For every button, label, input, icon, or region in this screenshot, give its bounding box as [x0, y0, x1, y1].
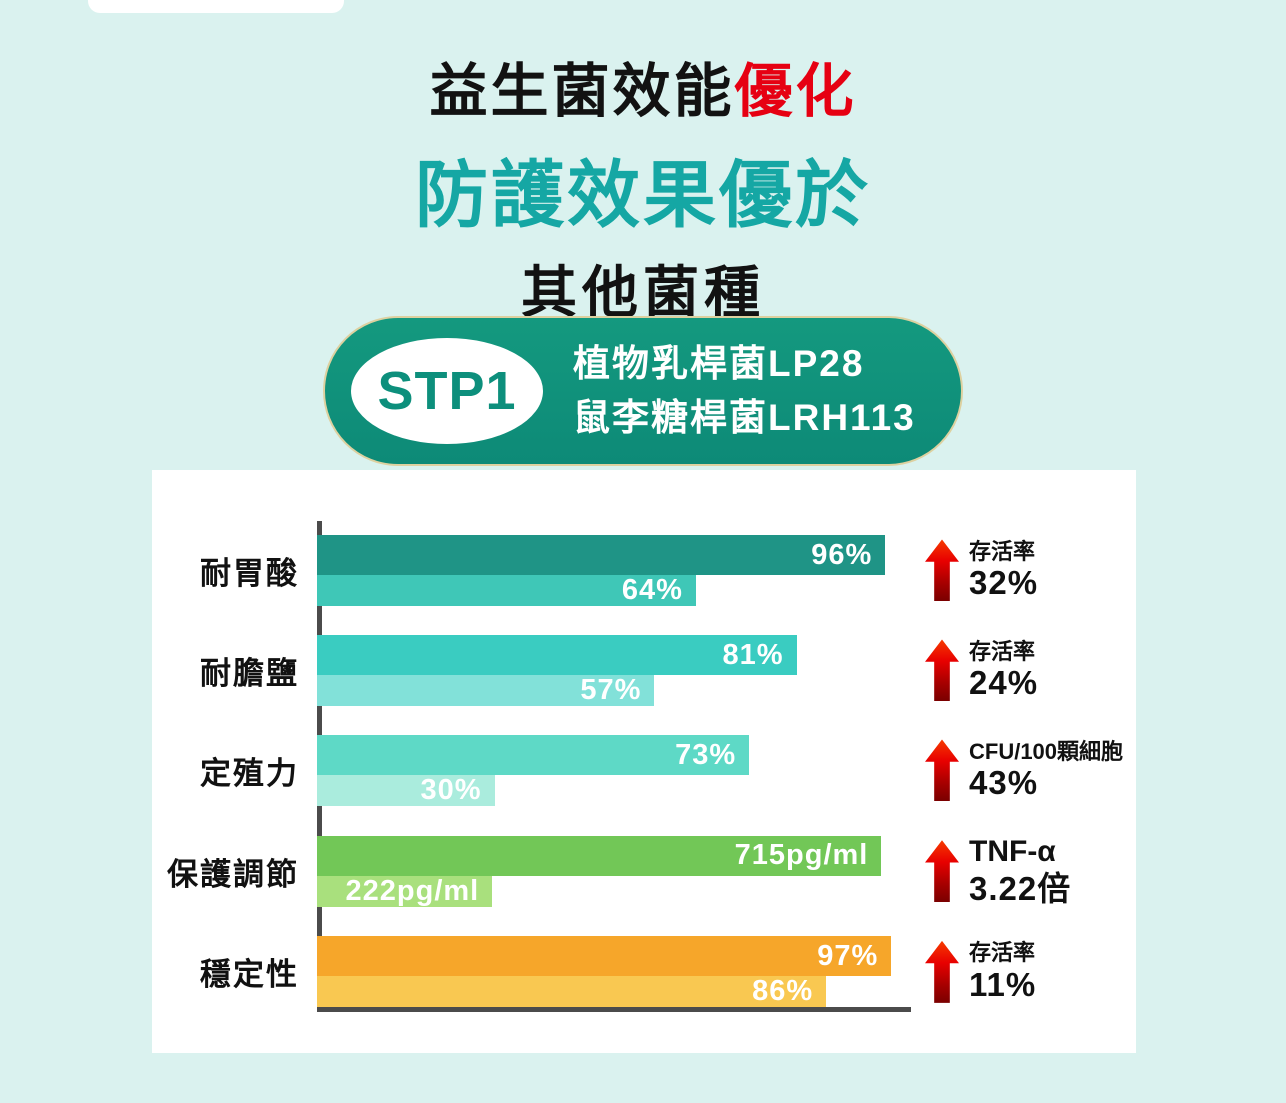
top-card-edge — [88, 0, 344, 13]
annotation-metric: 存活率 — [969, 940, 1036, 966]
chart-rows: 耐胃酸 96% 64% 存活率 32% 耐膽鹽 81% 57% 存活率 24% 定殖力 73% 30% C… — [152, 521, 1136, 1013]
bar-value-label: 64% — [621, 574, 683, 606]
strain-line1: 植物乳桿菌LP28 — [573, 343, 865, 385]
header: 益生菌效能優化 防護效果優於 其他菌種 — [0, 44, 1286, 329]
annotation-metric: CFU/100顆細胞 — [969, 738, 1124, 764]
bar-value-label: 97% — [817, 939, 879, 972]
bar: 97% — [317, 936, 892, 977]
bar-group: 715pg/ml 222pg/ml — [317, 835, 909, 907]
bar: 57% — [317, 674, 655, 706]
bar-value-label: 96% — [811, 538, 873, 571]
chart-row: 穩定性 97% 86% 存活率 11% — [152, 936, 1136, 1008]
bar-value-label: 57% — [580, 674, 642, 706]
annotation-value: 24% — [969, 664, 1039, 702]
title-line3: 其他菌種 — [521, 261, 765, 324]
annotation-metric: 存活率 — [969, 638, 1036, 664]
category-label: 耐膽鹽 — [200, 656, 299, 691]
stp1-code: STP1 — [377, 361, 517, 421]
stp1-badge: STP1 植物乳桿菌LP28 鼠李糖桿菌LRH113 — [323, 316, 963, 466]
title-line1-red: 優化 — [734, 59, 857, 124]
bar-value-label: 715pg/ml — [734, 839, 869, 872]
annotation: 存活率 32% — [909, 539, 1136, 602]
chart-row: 耐胃酸 96% 64% 存活率 32% — [152, 535, 1136, 606]
category-label: 耐胃酸 — [200, 556, 299, 591]
bar: 96% — [317, 535, 886, 575]
up-arrow-icon — [925, 840, 959, 903]
bar-group: 81% 57% — [317, 635, 909, 706]
category-label: 保護調節 — [167, 856, 299, 892]
title-line1: 益生菌效能優化 — [0, 44, 1286, 128]
annotation-text: 存活率 32% — [969, 539, 1038, 602]
annotation-value: 3.22倍 — [969, 869, 1072, 907]
bar: 64% — [317, 574, 696, 606]
annotation-text: CFU/100顆細胞 43% — [969, 739, 1123, 802]
category-label: 定殖力 — [200, 756, 299, 791]
chart-row: 定殖力 73% 30% CFU/100顆細胞 43% — [152, 735, 1136, 806]
up-arrow-icon — [925, 539, 959, 602]
up-arrow-icon — [925, 940, 959, 1003]
bar-group: 73% 30% — [317, 735, 909, 806]
annotation-value: 11% — [969, 965, 1037, 1003]
annotation-metric: 存活率 — [969, 538, 1036, 564]
bar-value-label: 30% — [420, 774, 482, 806]
annotation-text: 存活率 24% — [969, 639, 1038, 702]
bar: 73% — [317, 735, 750, 775]
bar: 30% — [317, 774, 495, 806]
bar: 715pg/ml — [317, 835, 882, 876]
title-line1-black: 益生菌效能 — [429, 59, 735, 124]
stp1-code-oval: STP1 — [351, 338, 543, 444]
bar-value-label: 86% — [752, 975, 814, 1008]
bar-value-label: 81% — [722, 638, 784, 671]
x-axis-line — [317, 1007, 911, 1013]
annotation-value: 32% — [969, 564, 1039, 602]
chart-row: 耐膽鹽 81% 57% 存活率 24% — [152, 635, 1136, 706]
bar: 222pg/ml — [317, 874, 493, 907]
bar-value-label: 222pg/ml — [345, 874, 480, 907]
title-line2: 防護效果優於 — [415, 155, 871, 236]
bar-value-label: 73% — [675, 738, 737, 771]
chart-row: 保護調節 715pg/ml 222pg/ml TNF-α 3.22倍 — [152, 835, 1136, 907]
annotation: CFU/100顆細胞 43% — [909, 739, 1136, 802]
bar: 81% — [317, 635, 797, 675]
annotation-metric: TNF-α — [969, 835, 1056, 868]
chart-panel: 耐胃酸 96% 64% 存活率 32% 耐膽鹽 81% 57% 存活率 24% 定殖力 73% 30% C… — [152, 470, 1136, 1053]
up-arrow-icon — [925, 739, 959, 802]
bar-group: 97% 86% — [317, 936, 909, 1008]
annotation-text: TNF-α 3.22倍 — [969, 835, 1071, 907]
annotation-value: 43% — [969, 764, 1039, 802]
bar: 86% — [317, 975, 827, 1008]
annotation: 存活率 11% — [909, 940, 1136, 1003]
annotation: 存活率 24% — [909, 639, 1136, 702]
strain-line2: 鼠李糖桿菌LRH113 — [573, 397, 916, 438]
stp1-strains: 植物乳桿菌LP28 鼠李糖桿菌LRH113 — [573, 337, 916, 444]
annotation: TNF-α 3.22倍 — [909, 835, 1136, 907]
bar-group: 96% 64% — [317, 535, 909, 606]
category-label: 穩定性 — [200, 957, 299, 993]
up-arrow-icon — [925, 639, 959, 702]
annotation-text: 存活率 11% — [969, 940, 1036, 1003]
